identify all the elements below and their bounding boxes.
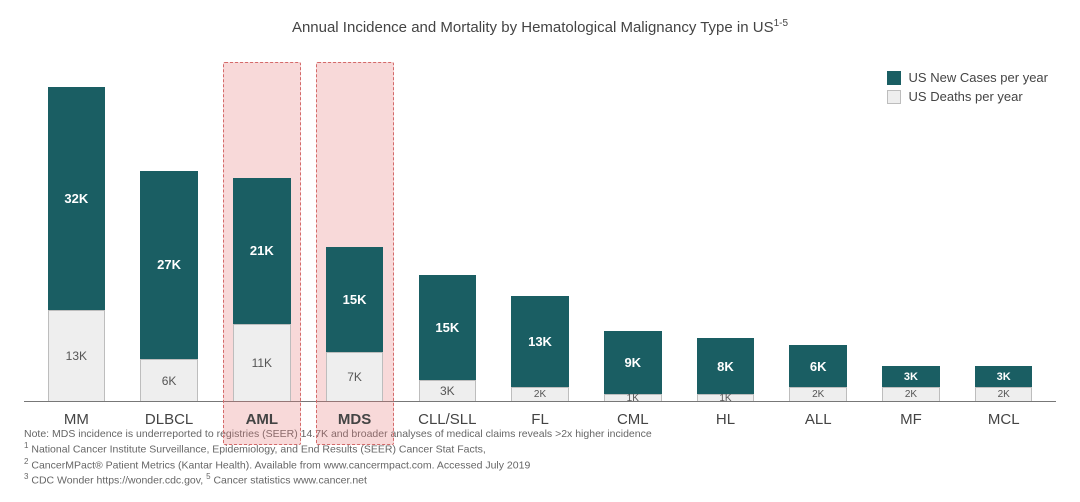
- category-label: CML: [586, 411, 679, 428]
- bar-value-deaths: 6K: [162, 374, 177, 388]
- bar-segment-cases: 9K: [604, 331, 661, 394]
- bar-group: 2K6KALL: [772, 52, 865, 401]
- footnote-2: 2 CancerMPact® Patient Metrics (Kantar H…: [24, 457, 1056, 473]
- category-label: AML: [215, 411, 308, 428]
- category-label: MDS: [308, 411, 401, 428]
- bar-value-cases: 15K: [343, 292, 367, 307]
- bar-value-deaths: 7K: [347, 370, 362, 384]
- bar-segment-deaths: 1K: [697, 394, 754, 401]
- bar-value-deaths: 13K: [66, 349, 87, 363]
- bar-value-cases: 3K: [904, 371, 918, 383]
- bar-stack-wrap: 7K 15K: [326, 52, 383, 401]
- bar-value-deaths: 1K: [627, 393, 639, 404]
- bar-stack-wrap: 3K 15K: [419, 52, 476, 401]
- bar-segment-deaths: 2K: [975, 387, 1032, 401]
- bar-segment-deaths: 6K: [140, 359, 197, 401]
- bar-segment-cases: 6K: [789, 345, 846, 387]
- bar-segment-cases: 15K: [326, 247, 383, 352]
- bar-group: 7K15KMDS: [308, 52, 401, 401]
- bar-stack-wrap: 11K 21K: [233, 52, 290, 401]
- bar-group: 1K9KCML: [586, 52, 679, 401]
- bar-stack-wrap: 13K 32K: [48, 52, 105, 401]
- category-label: DLBCL: [123, 411, 216, 428]
- chart-title-sup: 1-5: [774, 18, 788, 29]
- bar-segment-deaths: 11K: [233, 324, 290, 401]
- footnote-3-text: CDC Wonder https://wonder.cdc.gov,: [31, 475, 203, 487]
- category-label: MF: [865, 411, 958, 428]
- category-label: FL: [494, 411, 587, 428]
- chart-title: Annual Incidence and Mortality by Hemato…: [24, 18, 1056, 36]
- bar-stack-wrap: 2K 3K: [882, 52, 939, 401]
- bar-segment-deaths: 3K: [419, 380, 476, 401]
- bar-value-cases: 13K: [528, 334, 552, 349]
- category-label: CLL/SLL: [401, 411, 494, 428]
- footnote-note: Note: MDS incidence is underreported to …: [24, 427, 1056, 441]
- bar-segment-deaths: 2K: [789, 387, 846, 401]
- bar-value-cases: 21K: [250, 243, 274, 258]
- bar-group: 13K32KMM: [30, 52, 123, 401]
- bar-segment-cases: 3K: [975, 366, 1032, 387]
- chart-title-text: Annual Incidence and Mortality by Hemato…: [292, 19, 774, 36]
- bar-segment-cases: 15K: [419, 275, 476, 380]
- bar-value-cases: 9K: [624, 355, 641, 370]
- bar-value-deaths: 2K: [812, 389, 824, 400]
- bar-value-deaths: 2K: [534, 389, 546, 400]
- bar-value-cases: 3K: [997, 371, 1011, 383]
- bar-segment-cases: 21K: [233, 178, 290, 325]
- chart-container: Annual Incidence and Mortality by Hemato…: [0, 0, 1080, 502]
- footnotes: Note: MDS incidence is underreported to …: [24, 427, 1056, 488]
- bar-stack-wrap: 1K 9K: [604, 52, 661, 401]
- bar-stack-wrap: 6K 27K: [140, 52, 197, 401]
- bar-value-cases: 32K: [64, 191, 88, 206]
- bar-value-cases: 6K: [810, 359, 827, 374]
- category-label: HL: [679, 411, 772, 428]
- bar-value-deaths: 2K: [905, 389, 917, 400]
- bar-stack-wrap: 2K 6K: [789, 52, 846, 401]
- category-label: MCL: [957, 411, 1050, 428]
- bar-segment-cases: 32K: [48, 87, 105, 310]
- bar-segment-deaths: 2K: [511, 387, 568, 401]
- bar-value-deaths: 11K: [252, 356, 272, 370]
- category-label: ALL: [772, 411, 865, 428]
- plot-area: 13K32KMM6K27KDLBCL11K21KAML7K15KMDS3K15K…: [24, 52, 1056, 402]
- footnote-1: 1 National Cancer Institute Surveillance…: [24, 441, 1056, 457]
- bar-group: 1K8KHL: [679, 52, 772, 401]
- bar-value-cases: 8K: [717, 359, 734, 374]
- bar-stack-wrap: 2K 3K: [975, 52, 1032, 401]
- bar-segment-cases: 27K: [140, 171, 197, 359]
- bar-segment-cases: 13K: [511, 296, 568, 387]
- bar-group: 3K15KCLL/SLL: [401, 52, 494, 401]
- footnote-5-text: Cancer statistics www.cancer.net: [213, 475, 366, 487]
- bar-group: 2K13KFL: [494, 52, 587, 401]
- bar-row: 13K32KMM6K27KDLBCL11K21KAML7K15KMDS3K15K…: [24, 52, 1056, 401]
- bar-value-cases: 27K: [157, 257, 181, 272]
- bar-segment-deaths: 7K: [326, 352, 383, 401]
- bar-value-cases: 15K: [435, 320, 459, 335]
- bar-segment-cases: 8K: [697, 338, 754, 394]
- bar-segment-deaths: 13K: [48, 310, 105, 401]
- bar-group: 2K3KMF: [865, 52, 958, 401]
- bar-segment-cases: 3K: [882, 366, 939, 387]
- bar-value-deaths: 2K: [998, 389, 1010, 400]
- bar-value-deaths: 1K: [719, 393, 731, 404]
- bar-segment-deaths: 1K: [604, 394, 661, 401]
- bar-group: 11K21KAML: [215, 52, 308, 401]
- bar-stack-wrap: 2K 13K: [511, 52, 568, 401]
- bar-stack-wrap: 1K 8K: [697, 52, 754, 401]
- bar-group: 6K27KDLBCL: [123, 52, 216, 401]
- footnote-3-5: 3 CDC Wonder https://wonder.cdc.gov, 5 C…: [24, 472, 1056, 488]
- category-label: MM: [30, 411, 123, 428]
- bar-value-deaths: 3K: [440, 384, 455, 398]
- bar-segment-deaths: 2K: [882, 387, 939, 401]
- footnote-1-text: National Cancer Institute Surveillance, …: [31, 443, 485, 455]
- footnote-2-text: CancerMPact® Patient Metrics (Kantar Hea…: [31, 459, 530, 471]
- bar-group: 2K3KMCL: [957, 52, 1050, 401]
